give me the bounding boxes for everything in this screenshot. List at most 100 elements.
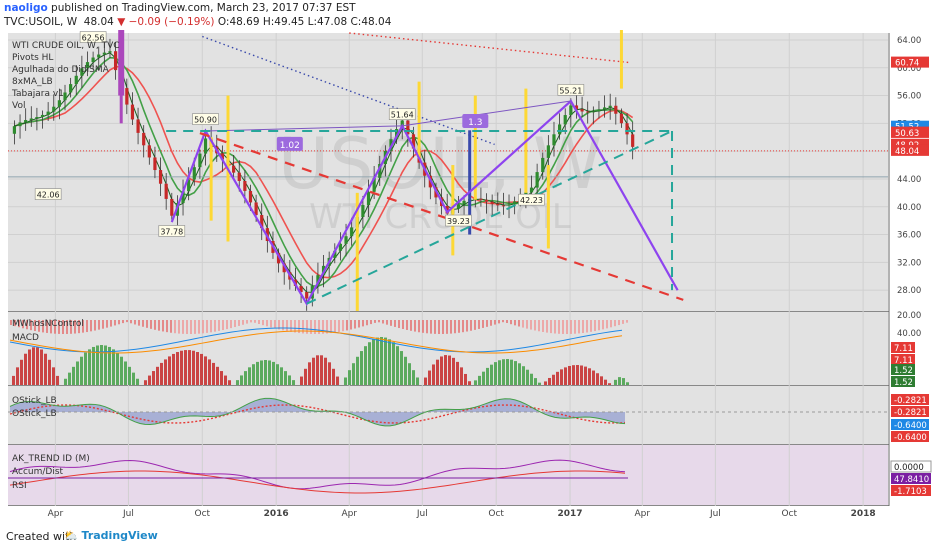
macd-histogram-bar (28, 349, 31, 385)
ostick-badge (891, 394, 929, 405)
candle-body (625, 123, 629, 135)
whos-control-bar (190, 320, 192, 334)
whos-control-bar (218, 320, 220, 331)
whos-control-bar (174, 320, 176, 334)
macd-histogram-bar (204, 356, 207, 385)
whos-control-bar (614, 320, 616, 327)
candle-body (181, 191, 185, 204)
macd-histogram-bar (468, 381, 471, 385)
candle-body (484, 199, 489, 202)
macd-histogram-bar (482, 371, 485, 385)
whos-control-bar (206, 320, 208, 333)
pane-title: OStick_LB (12, 396, 57, 406)
macd-histogram-bar (372, 339, 375, 385)
tradingview-logo[interactable]: ⛅ TradingView (64, 529, 158, 542)
macd-histogram-bar (412, 370, 415, 385)
ostick-badge-label: -0.6400 (894, 421, 927, 431)
candle-body (80, 68, 84, 76)
candle-body (46, 111, 50, 115)
candle-body (563, 115, 567, 125)
author-name[interactable]: naoligo (4, 2, 48, 14)
created-with-text: Created with (6, 530, 77, 543)
ostick-badge-label: -0.2821 (894, 408, 927, 418)
macd-histogram-bar (400, 351, 403, 385)
pane-title: MACD (12, 333, 39, 343)
candle-body (69, 84, 73, 93)
whos-control-bar (246, 320, 248, 324)
macd-histogram-bar (388, 339, 391, 385)
whos-control-bar (362, 320, 364, 327)
macd-histogram-bar (604, 379, 607, 385)
price-change: −0.09 (−0.19%) (128, 16, 215, 28)
ostick-line (9, 397, 626, 427)
macd-histogram-bar (84, 352, 87, 385)
macd-histogram-bar (436, 359, 439, 385)
candle-body (142, 132, 146, 146)
candle-body (552, 134, 556, 146)
xabcd-link (402, 100, 571, 127)
whos-control-bar (302, 320, 304, 334)
macd-histogram-bar (276, 364, 279, 385)
macd-histogram-bar (144, 380, 147, 385)
macd-histogram-bar (20, 359, 23, 385)
macd-histogram-bar (188, 350, 191, 385)
whos-control-bar (574, 320, 576, 334)
candle-body (569, 105, 573, 116)
whos-control-bar (602, 320, 604, 330)
pane-title: MWhosNControl (12, 319, 84, 329)
macd-badge-label: 1.52 (894, 366, 913, 376)
whos-control-bar (322, 320, 324, 334)
candle-body (608, 105, 612, 108)
whos-control-bar (554, 320, 556, 334)
whos-control-bar (350, 320, 352, 330)
candle-body (113, 51, 118, 71)
macd-histogram-bar (376, 337, 379, 385)
macd-histogram-bar (456, 361, 459, 385)
candle-body (361, 205, 365, 218)
chart-canvas[interactable]: USOIL, W WTI CRUDE OIL MWhosNControlMACD… (0, 30, 932, 522)
macd-histogram-bar (56, 375, 59, 385)
whos-control-bar (134, 320, 136, 325)
macd-badge-label: 7.11 (894, 356, 913, 366)
whos-control-bar (142, 320, 144, 327)
whos-control-bar (474, 320, 476, 330)
candle-body (74, 75, 78, 85)
macd-histogram-bar (164, 359, 167, 385)
whos-control-bar (382, 320, 384, 324)
macd-histogram-bar (584, 366, 587, 385)
macd-histogram-bar (100, 345, 103, 385)
macd-badge-label: 7.11 (894, 344, 913, 354)
macd-histogram-bar (172, 353, 175, 385)
whos-control-bar (606, 320, 608, 329)
candle-body (97, 54, 101, 58)
macd-histogram-bar (52, 367, 55, 385)
candle-body (350, 227, 354, 237)
whos-control-bar (450, 320, 452, 334)
candle-body (158, 170, 163, 184)
macd-histogram-bar (396, 346, 399, 385)
candle-body (147, 145, 151, 158)
macd-histogram-bar (104, 345, 107, 385)
price-tick-label: 28.00 (897, 286, 921, 296)
whos-control-bar (58, 320, 60, 334)
macd-histogram-bar (228, 380, 231, 385)
macd-histogram-bar (108, 346, 111, 385)
macd-histogram-bar (364, 346, 367, 385)
whos-control-bar (346, 320, 348, 331)
candle-body (125, 88, 129, 105)
pivot-label-box (388, 108, 416, 121)
whos-control-bar (30, 320, 32, 331)
whos-control-bar (482, 320, 484, 328)
whos-control-bar (542, 320, 544, 332)
whos-control-bar (530, 320, 532, 330)
signal-spike (473, 95, 477, 200)
whos-control-bar (386, 320, 388, 325)
whos-control-bar (266, 320, 268, 327)
candle-body (91, 57, 95, 63)
whos-control-bar (22, 320, 24, 329)
whos-control-bar (514, 320, 516, 326)
candle-body (108, 51, 112, 53)
macd-histogram-bar (168, 356, 171, 385)
macd-histogram-bar (72, 366, 75, 385)
macd-histogram-bar (548, 377, 551, 385)
